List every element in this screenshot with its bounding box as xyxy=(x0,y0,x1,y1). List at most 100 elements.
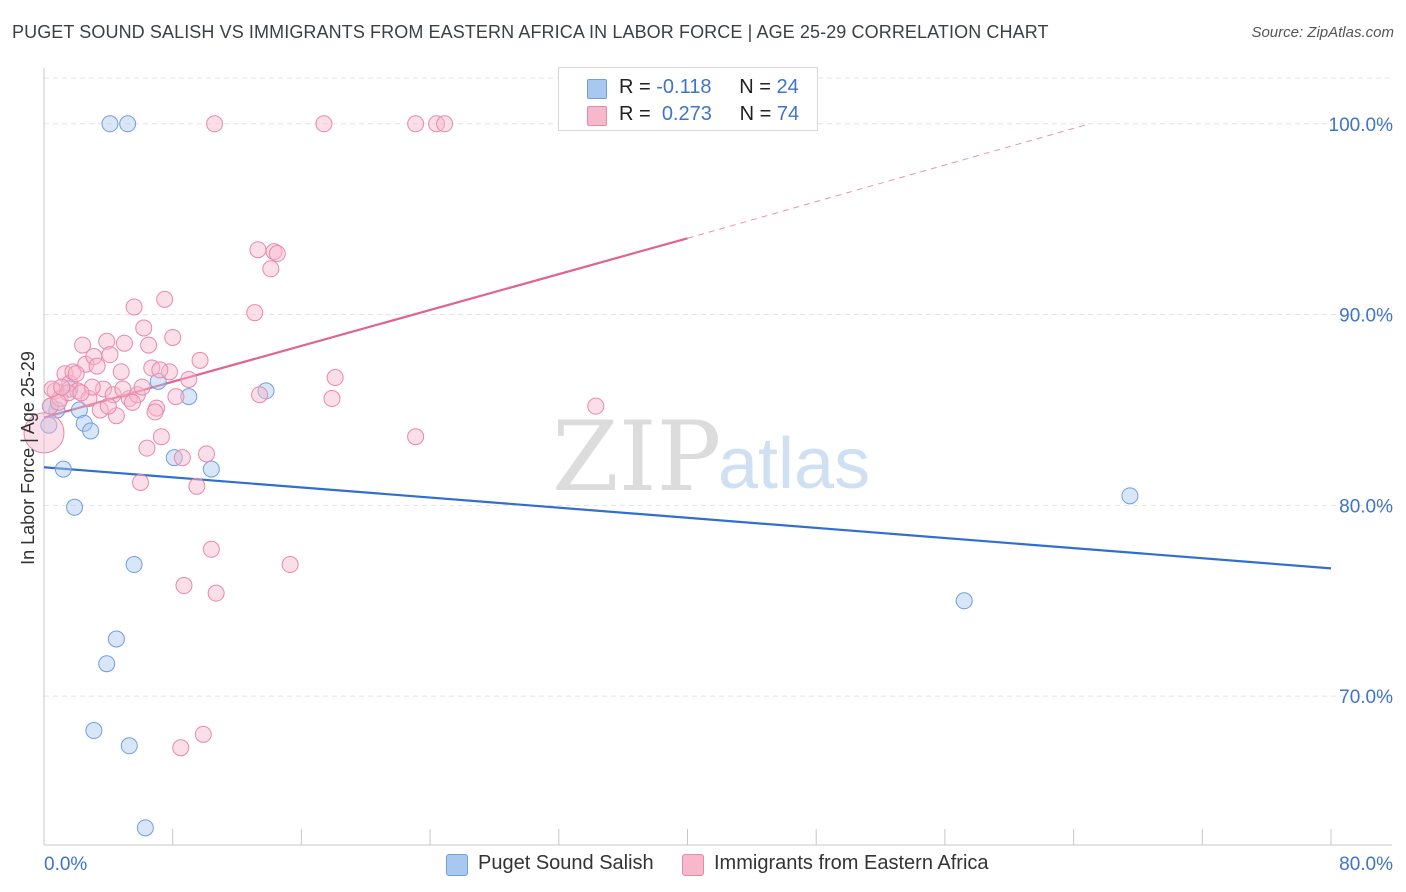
point-eastern-africa xyxy=(251,386,269,404)
legend-swatch-salish xyxy=(587,79,607,99)
r-label: R = xyxy=(619,103,651,125)
point-eastern-africa xyxy=(194,725,212,743)
y-tick-label: 80.0% xyxy=(1339,496,1393,517)
series-legend: Puget Sound Salish Immigrants from Easte… xyxy=(0,852,1406,878)
axis-labels: 100.0% 90.0% 80.0% 70.0% 0.0% 80.0% In Labor F… xyxy=(18,115,1393,875)
point-salish xyxy=(85,722,103,740)
point-eastern-africa xyxy=(91,401,109,419)
point-eastern-africa xyxy=(164,328,182,346)
point-eastern-africa xyxy=(268,245,286,263)
chart-title: PUGET SOUND SALISH VS IMMIGRANTS FROM EA… xyxy=(12,22,1049,42)
point-eastern-africa xyxy=(265,243,283,261)
point-salish xyxy=(1121,487,1139,505)
point-eastern-africa xyxy=(115,334,133,352)
point-eastern-africa xyxy=(152,428,170,446)
point-salish xyxy=(82,422,100,440)
point-eastern-africa xyxy=(156,290,174,308)
point-eastern-africa xyxy=(249,241,267,259)
point-salish xyxy=(119,115,137,133)
point-salish xyxy=(120,737,138,755)
point-salish xyxy=(54,460,72,478)
r-label: R = xyxy=(619,76,651,98)
point-eastern-africa xyxy=(151,361,169,379)
point-eastern-africa xyxy=(140,336,158,354)
watermark-atlas: atlas xyxy=(718,424,870,504)
grid-lines xyxy=(44,77,1392,697)
point-eastern-africa xyxy=(202,540,220,558)
point-eastern-africa xyxy=(326,369,344,387)
point-eastern-africa xyxy=(125,298,143,316)
r-value-eastern-africa: 0.273 xyxy=(661,103,712,125)
legend-swatch-eastern-africa xyxy=(587,106,607,126)
point-eastern-africa xyxy=(262,260,280,278)
trend-lines xyxy=(43,123,1332,570)
point-eastern-africa xyxy=(64,363,82,381)
point-eastern-africa xyxy=(133,378,151,396)
point-eastern-africa xyxy=(172,739,190,757)
point-eastern-africa xyxy=(180,370,198,388)
point-salish xyxy=(66,498,84,516)
point-salish xyxy=(180,388,198,406)
point-eastern-africa xyxy=(315,115,333,133)
point-eastern-africa xyxy=(146,403,164,421)
n-label: N = xyxy=(739,103,772,125)
legend-label-eastern-africa: Immigrants from Eastern Africa xyxy=(714,852,989,874)
point-salish xyxy=(125,556,143,574)
point-eastern-africa xyxy=(83,378,101,396)
trend-line-salish xyxy=(43,466,1332,570)
point-eastern-africa xyxy=(23,412,65,454)
point-eastern-africa xyxy=(88,357,106,375)
y-tick-label: 100.0% xyxy=(1329,115,1394,136)
correlation-legend: R = -0.118 N = 24 R = 0.273 N = 74 xyxy=(558,67,818,131)
point-eastern-africa xyxy=(132,473,150,491)
point-eastern-africa xyxy=(407,115,425,133)
point-salish xyxy=(955,592,973,610)
legend-label-salish: Puget Sound Salish xyxy=(478,852,654,874)
trend-line-eastern-africa xyxy=(43,237,688,419)
point-eastern-africa xyxy=(175,577,193,595)
point-eastern-africa xyxy=(114,380,132,398)
point-eastern-africa xyxy=(197,445,215,463)
point-eastern-africa xyxy=(173,449,191,467)
point-eastern-africa xyxy=(246,304,264,322)
point-salish xyxy=(101,115,119,133)
point-salish xyxy=(202,460,220,478)
point-eastern-africa xyxy=(207,584,225,602)
point-eastern-africa xyxy=(206,115,224,133)
watermark-zip: ZIP xyxy=(552,401,721,513)
y-tick-label: 90.0% xyxy=(1339,306,1393,327)
legend-swatch-eastern-africa xyxy=(682,854,704,876)
x-tick-label: 80.0% xyxy=(1339,854,1393,875)
source-label: Source: ZipAtlas.com xyxy=(1251,24,1394,41)
point-eastern-africa xyxy=(101,346,119,364)
point-eastern-africa xyxy=(67,365,85,383)
point-eastern-africa xyxy=(53,378,71,396)
point-eastern-africa xyxy=(104,386,122,404)
n-value-salish: 24 xyxy=(776,76,799,98)
point-eastern-africa xyxy=(99,397,117,415)
point-salish xyxy=(107,630,125,648)
point-salish xyxy=(70,401,88,419)
r-value-salish: -0.118 xyxy=(656,76,712,98)
axes xyxy=(43,68,1392,846)
n-value-eastern-africa: 74 xyxy=(776,103,800,125)
point-eastern-africa xyxy=(135,319,153,337)
point-salish xyxy=(98,655,116,673)
point-salish xyxy=(136,819,154,837)
point-salish xyxy=(40,416,58,434)
y-tick-label: 70.0% xyxy=(1339,687,1393,708)
point-eastern-africa xyxy=(72,384,90,402)
point-eastern-africa xyxy=(74,336,92,354)
point-eastern-africa xyxy=(407,428,425,446)
data-points xyxy=(23,115,1139,837)
point-eastern-africa xyxy=(167,388,185,406)
point-eastern-africa xyxy=(112,363,130,381)
point-eastern-africa xyxy=(188,477,206,495)
point-eastern-africa xyxy=(138,439,156,457)
point-eastern-africa xyxy=(436,115,454,133)
n-label: N = xyxy=(739,76,771,98)
point-eastern-africa xyxy=(98,332,116,350)
point-eastern-africa xyxy=(281,556,299,574)
legend-swatch-salish xyxy=(446,854,468,876)
